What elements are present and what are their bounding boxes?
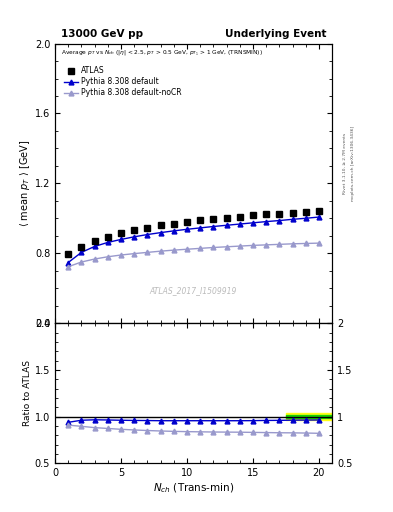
Text: Rivet 3.1.10, ≥ 2.7M events: Rivet 3.1.10, ≥ 2.7M events bbox=[343, 133, 347, 195]
Text: Underlying Event: Underlying Event bbox=[225, 29, 327, 39]
Text: ATLAS_2017_I1509919: ATLAS_2017_I1509919 bbox=[150, 286, 237, 295]
Legend: ATLAS, Pythia 8.308 default, Pythia 8.308 default-noCR: ATLAS, Pythia 8.308 default, Pythia 8.30… bbox=[62, 64, 184, 99]
Text: 13000 GeV pp: 13000 GeV pp bbox=[61, 29, 143, 39]
Text: Average $p_{T}$ vs $N_{ch}$ ($|\eta|$ < 2.5, $p_{T}$ > 0.5 GeV, $p_{T_1}$ > 1 Ge: Average $p_{T}$ vs $N_{ch}$ ($|\eta|$ < … bbox=[61, 49, 263, 58]
Y-axis label: $\langle$ mean $p_{T}$ $\rangle$ [GeV]: $\langle$ mean $p_{T}$ $\rangle$ [GeV] bbox=[18, 140, 32, 227]
Text: mcplots.cern.ch [arXiv:1306.3436]: mcplots.cern.ch [arXiv:1306.3436] bbox=[351, 126, 355, 201]
Y-axis label: Ratio to ATLAS: Ratio to ATLAS bbox=[23, 360, 32, 426]
X-axis label: $N_{ch}$ (Trans-min): $N_{ch}$ (Trans-min) bbox=[153, 481, 234, 495]
